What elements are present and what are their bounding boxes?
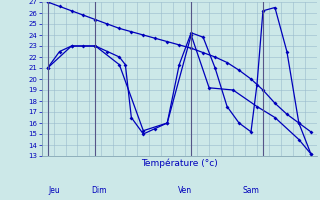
Text: Jeu: Jeu xyxy=(49,186,60,195)
Text: Sam: Sam xyxy=(243,186,260,195)
Text: Dim: Dim xyxy=(92,186,107,195)
Text: Ven: Ven xyxy=(178,186,192,195)
X-axis label: Température (°c): Température (°c) xyxy=(141,159,218,168)
